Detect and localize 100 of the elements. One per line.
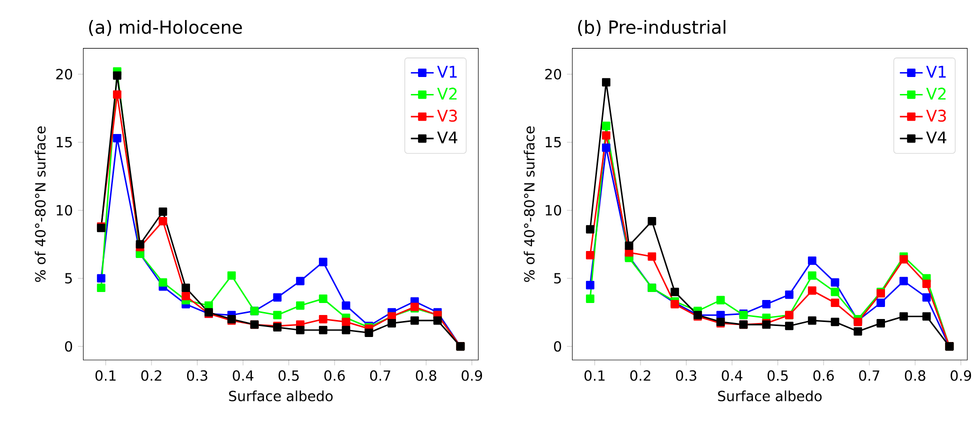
x-tick-label: 0.8 bbox=[904, 370, 926, 381]
x-tick-label: 0.2 bbox=[141, 370, 162, 381]
point bbox=[318, 258, 328, 266]
x-tick-label: 0.4 bbox=[722, 370, 742, 381]
point bbox=[318, 314, 328, 324]
point bbox=[296, 301, 304, 310]
point bbox=[785, 322, 794, 330]
point bbox=[899, 276, 908, 286]
x-tick-label: 0.1 bbox=[96, 370, 116, 381]
point bbox=[112, 134, 122, 142]
point bbox=[342, 318, 350, 326]
point bbox=[899, 255, 908, 264]
x-tick-label: 0.2 bbox=[630, 370, 650, 381]
point bbox=[586, 225, 594, 234]
point bbox=[648, 216, 656, 226]
point bbox=[716, 296, 725, 304]
chart-title: (a) mid-Holocene bbox=[89, 20, 242, 36]
point bbox=[648, 252, 656, 261]
point bbox=[296, 276, 304, 286]
x-tick-label: 0.7 bbox=[859, 370, 880, 381]
x-axis-title: Surface albedo bbox=[718, 390, 822, 402]
point bbox=[586, 294, 594, 303]
point bbox=[785, 290, 794, 299]
point bbox=[670, 288, 680, 296]
x-tick-label: 0.9 bbox=[462, 370, 482, 381]
y-tick-label: 10 bbox=[56, 204, 72, 216]
point bbox=[854, 327, 862, 336]
x-tick-label: 0.6 bbox=[813, 370, 834, 381]
point bbox=[830, 288, 840, 296]
point bbox=[112, 90, 122, 99]
point bbox=[586, 250, 594, 260]
point bbox=[602, 78, 610, 87]
point bbox=[762, 300, 771, 308]
point bbox=[182, 284, 190, 292]
point bbox=[158, 216, 168, 226]
point bbox=[318, 326, 328, 334]
point bbox=[602, 122, 610, 130]
y-tick-label: 15 bbox=[546, 137, 561, 148]
y-tick-label: 5 bbox=[554, 273, 561, 284]
y-tick-label: 0 bbox=[554, 341, 562, 352]
x-tick-label: 0.5 bbox=[768, 370, 788, 381]
point bbox=[922, 293, 931, 302]
legend-label: V1 bbox=[437, 66, 457, 78]
y-axis-title: % of 40°-80°N surface bbox=[34, 126, 46, 282]
y-axis-title: % of 40°-80°N surface bbox=[524, 126, 535, 282]
point bbox=[296, 326, 304, 334]
point bbox=[342, 301, 350, 310]
x-axis-title: Surface albedo bbox=[229, 390, 333, 402]
y-tick-label: 20 bbox=[56, 68, 72, 80]
point bbox=[808, 286, 816, 295]
point bbox=[922, 280, 931, 288]
point bbox=[342, 326, 350, 334]
x-tick-label: 0.5 bbox=[278, 370, 299, 381]
x-tick-label: 0.7 bbox=[370, 370, 390, 381]
legend-label: V1 bbox=[926, 66, 946, 78]
y-tick-label: 5 bbox=[65, 273, 72, 284]
point bbox=[876, 298, 885, 308]
point bbox=[388, 319, 396, 328]
point bbox=[318, 294, 328, 303]
point bbox=[808, 271, 816, 280]
point bbox=[410, 316, 419, 325]
legend-label: V4 bbox=[437, 132, 458, 144]
point bbox=[602, 143, 610, 152]
x-tick-label: 0.3 bbox=[187, 370, 208, 381]
point bbox=[96, 284, 106, 292]
point bbox=[112, 71, 122, 80]
legend-label: V2 bbox=[437, 88, 457, 100]
x-tick-label: 0.4 bbox=[232, 370, 254, 381]
x-tick-label: 0.6 bbox=[324, 370, 345, 381]
point bbox=[273, 293, 282, 302]
point bbox=[158, 278, 168, 287]
point bbox=[602, 131, 610, 140]
point bbox=[830, 298, 840, 308]
x-tick-label: 0.3 bbox=[676, 370, 696, 381]
point bbox=[182, 292, 190, 300]
point bbox=[364, 328, 374, 337]
point bbox=[830, 318, 840, 326]
x-tick-label: 0.9 bbox=[950, 370, 972, 381]
legend-label: V3 bbox=[437, 110, 457, 122]
point bbox=[158, 207, 168, 216]
point bbox=[273, 310, 282, 320]
point bbox=[899, 312, 908, 321]
point bbox=[136, 240, 144, 249]
point bbox=[808, 316, 816, 325]
y-tick-label: 0 bbox=[65, 341, 72, 352]
legend-label: V4 bbox=[926, 132, 946, 144]
y-tick-label: 15 bbox=[56, 137, 72, 148]
legend-label: V2 bbox=[926, 88, 946, 100]
point bbox=[586, 280, 594, 290]
point bbox=[624, 241, 634, 250]
legend-label: V3 bbox=[926, 110, 946, 122]
x-tick-label: 0.1 bbox=[584, 370, 605, 381]
y-tick-label: 20 bbox=[545, 68, 562, 80]
point bbox=[433, 316, 442, 325]
chart-title: (b) Pre-industrial bbox=[578, 20, 726, 36]
point bbox=[808, 256, 816, 265]
point bbox=[876, 319, 885, 328]
x-tick-label: 0.8 bbox=[416, 370, 436, 381]
point bbox=[96, 274, 106, 283]
point bbox=[830, 278, 840, 287]
